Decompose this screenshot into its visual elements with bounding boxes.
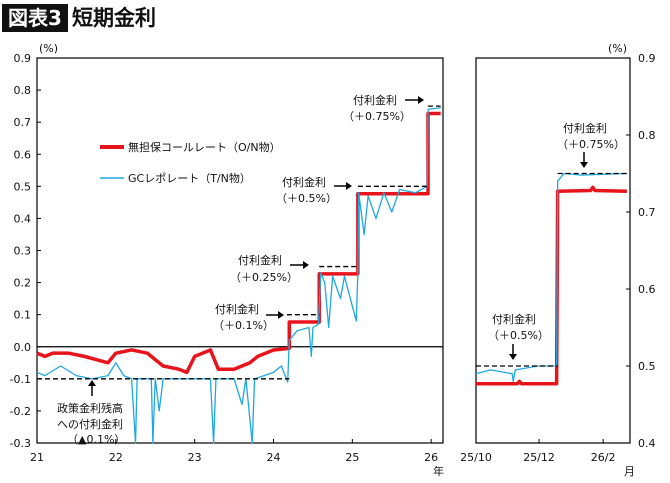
left-panel: 0.9 0.8 0.7 0.6 0.5 0.4 0.3 0.2 0.1 0.0 -0.1 -0.2 -0…: [10, 42, 444, 478]
y-tick-label: 0.3: [14, 245, 32, 258]
x-tick-label: 25/12: [523, 451, 555, 464]
annotation: 付利金利: [215, 302, 259, 316]
right-panel: 0.9 0.8 0.7 0.6 0.5 0.4 25/10 25/12 26/2 (%) 月: [460, 42, 655, 478]
arrow-icon: [580, 162, 588, 168]
arrow-icon: [509, 354, 517, 360]
y-tick-label: 0.0: [14, 341, 32, 354]
x-tick-label: 24: [267, 451, 281, 464]
x-tick-label: 26/2: [591, 451, 616, 464]
arrow-icon: [346, 182, 352, 190]
x-tick-label: 25/10: [460, 451, 492, 464]
arrow-icon: [88, 380, 96, 386]
figure-title: 短期金利: [72, 6, 156, 30]
y-tick-label: 0.6: [638, 283, 656, 296]
series-call-rate-line: [36, 111, 441, 375]
y-tick-label: -0.1: [10, 373, 31, 386]
annotations-left: 付利金利 （＋0.75%） 付利金利 （＋0.5%） 付利金利 （＋0.25%）…: [57, 93, 424, 446]
annotation: 付利金利: [353, 93, 397, 107]
y-tick-label: -0.2: [10, 405, 31, 418]
annotation: 政策金利残高: [57, 401, 123, 415]
y-tick-label: 0.5: [14, 180, 32, 193]
y-unit-label: (%): [39, 42, 58, 55]
annotation: 付利金利: [492, 312, 536, 326]
arrow-icon: [418, 96, 424, 104]
y-tick-label: 0.8: [14, 84, 32, 97]
annotation: 付利金利: [238, 253, 282, 267]
arrow-icon: [303, 261, 309, 269]
legend-label-call: 無担保コールレート（O/N物）: [128, 140, 281, 154]
y-tick-label: 0.7: [14, 116, 32, 129]
annotation: 付利金利: [563, 121, 607, 135]
annotation: （▲0.1%）: [67, 433, 125, 446]
y-tick-label: 0.9: [638, 52, 656, 65]
annotation: （＋0.75%）: [343, 110, 411, 123]
x-tick-label: 21: [30, 451, 44, 464]
figure-badge: 図表3: [2, 4, 68, 32]
legend: 無担保コールレート（O/N物） GCレポレート（T/N物）: [100, 140, 281, 185]
annotation: （＋0.1%）: [213, 319, 274, 332]
annotation: （＋0.5%）: [276, 192, 337, 205]
annotations-right: 付利金利 （＋0.75%） 付利金利 （＋0.5%）: [488, 121, 625, 360]
annotation: （＋0.75%）: [557, 138, 625, 151]
y-tick-label: 0.9: [14, 52, 32, 65]
plot-frame: [475, 57, 631, 444]
annotation: （＋0.5%）: [488, 329, 549, 342]
y-tick-label: 0.6: [14, 148, 32, 161]
x-tick-label: 25: [345, 451, 359, 464]
y-tick-label: 0.5: [638, 360, 656, 373]
series-gc-repo-line: [475, 172, 627, 383]
y-tick-label: 0.7: [638, 206, 656, 219]
annotation: 付利金利: [282, 175, 326, 189]
series-gc-repo-line: [36, 107, 441, 444]
annotation: への付利金利: [57, 417, 123, 431]
x-tick-label: 26: [424, 451, 438, 464]
arrow-icon: [278, 311, 284, 319]
y-tick-label: 0.8: [638, 129, 656, 142]
x-unit-label: 月: [624, 465, 635, 478]
y-tick-label: 0.1: [14, 309, 32, 322]
y-tick-label: 0.2: [14, 277, 32, 290]
y-tick-label: -0.3: [10, 437, 31, 450]
y-tick-label: 0.4: [638, 437, 656, 450]
x-tick-label: 22: [109, 451, 123, 464]
x-tick-label: 23: [188, 451, 202, 464]
annotation: （＋0.25%）: [230, 271, 298, 284]
legend-label-gc: GCレポレート（T/N物）: [128, 171, 251, 185]
series-call-rate-line: [476, 185, 627, 386]
x-unit-label: 年: [433, 464, 444, 478]
y-unit-label: (%): [608, 42, 627, 55]
y-tick-label: 0.4: [14, 212, 32, 225]
